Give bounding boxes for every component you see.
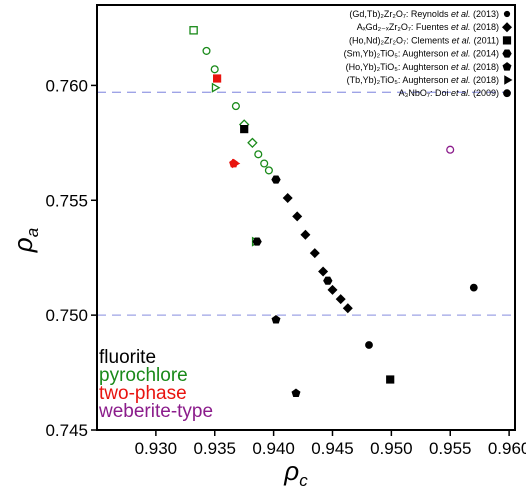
data-point-fluorite bbox=[300, 229, 311, 240]
data-point-pyrochlore bbox=[247, 137, 258, 149]
x-tick-label: 0.945 bbox=[311, 439, 354, 458]
category-label-weberite-type: weberite-type bbox=[98, 401, 213, 422]
x-tick-label: 0.955 bbox=[429, 439, 472, 458]
legend-label: (Sm,Yb)₂TiO₅: Aughterson et al. (2014) bbox=[344, 49, 499, 59]
data-point-fluorite bbox=[309, 248, 320, 259]
data-point-fluorite bbox=[342, 303, 353, 314]
reference-lines bbox=[97, 91, 515, 316]
data-point-fluorite bbox=[252, 237, 262, 246]
data-point-fluorite bbox=[386, 375, 395, 384]
data-point-fluorite bbox=[240, 125, 249, 134]
x-tick-label: 0.950 bbox=[370, 439, 413, 458]
x-tick-label: 0.940 bbox=[252, 439, 295, 458]
data-point-pyrochlore bbox=[254, 150, 263, 159]
data-point-fluorite bbox=[469, 283, 478, 292]
data-point-pyrochlore bbox=[202, 46, 211, 55]
data-point-fluorite bbox=[327, 284, 338, 295]
data-point-pyrochlore bbox=[264, 166, 273, 175]
data-point-pyrochlore bbox=[189, 26, 198, 35]
data-point-pyrochlore bbox=[211, 82, 221, 93]
data-point-fluorite bbox=[291, 388, 301, 398]
legend-label: (Gd,Tb)₂Zr₂O₇: Reynolds et al. (2013) bbox=[349, 9, 499, 19]
data-point-weberite-type bbox=[446, 145, 455, 154]
data-point-fluorite bbox=[271, 314, 281, 324]
x-tick-label: 0.935 bbox=[193, 439, 236, 458]
data-point-pyrochlore bbox=[260, 159, 269, 168]
data-point-two-phase bbox=[213, 74, 222, 83]
x-axis-title: ρc bbox=[283, 456, 308, 489]
category-label-two-phase: two-phase bbox=[99, 383, 187, 404]
data-point-pyrochlore bbox=[231, 102, 240, 111]
plot-frame bbox=[96, 4, 516, 431]
legend-marker bbox=[502, 62, 512, 71]
data-point-fluorite bbox=[271, 175, 281, 184]
x-tick-label: 0.930 bbox=[135, 439, 178, 458]
y-axis-title: ρa bbox=[8, 228, 42, 253]
data-point-fluorite bbox=[292, 211, 303, 222]
legend-label: (Tb,Yb)₂TiO₅: Aughterson et al. (2018) bbox=[347, 75, 499, 85]
legend-marker bbox=[504, 75, 513, 85]
data-point-pyrochlore bbox=[210, 65, 219, 74]
x-axis-ticks: 0.930 0.935 0.940 0.945 0.950 0.955 0.960 bbox=[135, 430, 526, 458]
category-label-fluorite: fluorite bbox=[99, 347, 156, 368]
y-tick-label: 0.745 bbox=[45, 421, 88, 440]
y-tick-label: 0.755 bbox=[45, 191, 88, 210]
data-points bbox=[189, 26, 478, 398]
legend-label: (Ho,Yb)₂TiO₅: Aughterson et al. (2018) bbox=[346, 62, 499, 72]
legend-label: AₓGd₂₋ₓZr₂O₇: Fuentes et al. (2018) bbox=[357, 22, 499, 32]
y-tick-label: 0.750 bbox=[45, 306, 88, 325]
legend-marker bbox=[502, 49, 512, 58]
category-label-pyrochlore: pyrochlore bbox=[99, 365, 188, 386]
y-axis-ticks: 0.745 0.750 0.755 0.760 bbox=[45, 76, 97, 440]
data-point-fluorite bbox=[335, 294, 346, 305]
x-tick-label: 0.960 bbox=[488, 439, 526, 458]
y-tick-label: 0.760 bbox=[45, 76, 88, 95]
data-point-fluorite bbox=[282, 192, 293, 204]
legend-marker bbox=[503, 89, 511, 98]
data-point-fluorite bbox=[318, 266, 329, 277]
legend-marker bbox=[503, 10, 511, 18]
data-point-two-phase bbox=[232, 158, 241, 169]
data-point-fluorite bbox=[365, 341, 373, 349]
legend-label: A₃NbO₇: Doi et al. (2009) bbox=[399, 88, 499, 98]
legend: (Gd,Tb)₂Zr₂O₇: Reynolds et al. (2013) AₓG… bbox=[344, 9, 513, 98]
legend-marker bbox=[501, 22, 513, 33]
legend-label: (Ho,Nd)₂Zr₂O₇: Clements et al. (2011) bbox=[349, 35, 499, 45]
data-point-fluorite bbox=[323, 276, 333, 285]
legend-marker bbox=[502, 36, 512, 45]
